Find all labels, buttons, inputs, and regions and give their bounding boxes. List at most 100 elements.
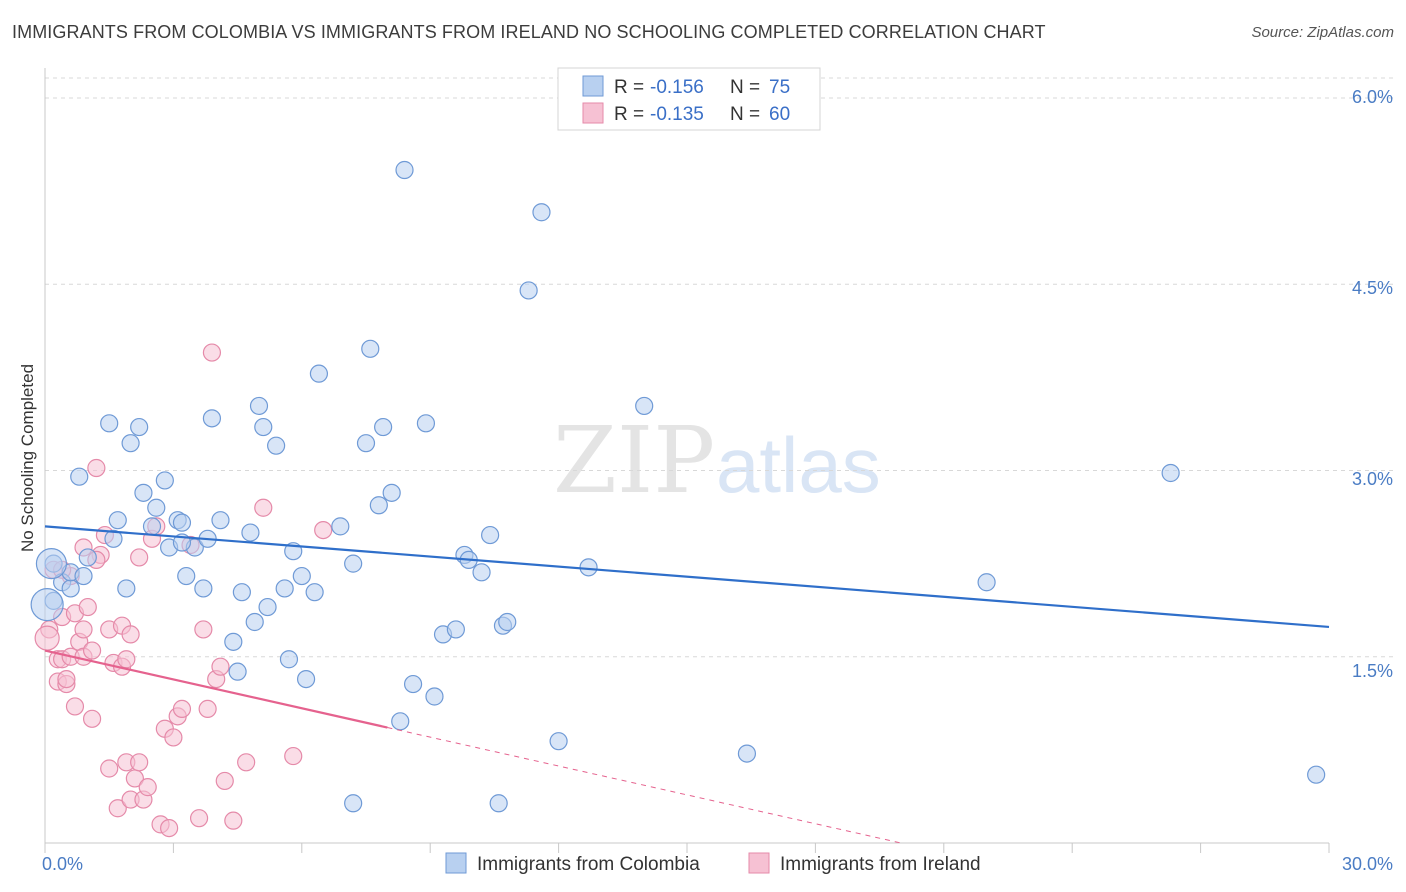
colombia-point — [498, 612, 517, 632]
colombia-point — [100, 414, 119, 433]
colombia-point — [249, 396, 269, 416]
legend-n-label-colombia: N = — [730, 77, 765, 98]
y-axis-label: No Schooling Completed — [18, 364, 37, 552]
legend-n-value-colombia: 75 — [769, 77, 790, 98]
colombia-point — [275, 579, 294, 598]
colombia-point — [70, 467, 89, 486]
colombia-point — [369, 496, 388, 515]
ireland-point — [189, 809, 209, 828]
ireland-point — [194, 620, 213, 639]
ireland-point — [160, 818, 179, 838]
colombia-point — [403, 674, 423, 694]
bottom-legend-label-ireland: Immigrants from Ireland — [780, 854, 981, 875]
axes — [44, 68, 1330, 853]
ireland-point — [130, 548, 149, 567]
colombia-point — [194, 579, 213, 598]
ireland-point — [130, 753, 149, 772]
colombia-point — [425, 687, 444, 706]
colombia-point — [121, 434, 140, 453]
colombia-point — [472, 563, 491, 582]
legend-n-value-ireland: 60 — [769, 104, 790, 125]
colombia-point — [382, 483, 401, 502]
ireland-point — [237, 753, 256, 772]
colombia-point — [446, 620, 465, 639]
colombia-point — [331, 517, 350, 536]
colombia-point — [258, 597, 277, 617]
colombia-point — [977, 573, 996, 592]
chart-title: IMMIGRANTS FROM COLOMBIA VS IMMIGRANTS F… — [12, 22, 1046, 42]
colombia-point — [134, 483, 153, 502]
colombia-point — [532, 203, 551, 222]
colombia-point — [267, 436, 286, 455]
bottom-legend-swatch-colombia — [445, 852, 467, 874]
colombia-point — [356, 434, 376, 453]
y-tick-label-1.5: 1.5% — [1352, 661, 1393, 681]
colombia-point — [489, 794, 508, 813]
ireland-point — [198, 699, 217, 719]
y-tick-label-6.0: 6.0% — [1352, 87, 1393, 107]
ireland-trend-extension — [387, 727, 902, 844]
colombia-point — [211, 511, 230, 530]
colombia-point — [130, 417, 149, 437]
ireland-point-cluster — [34, 625, 60, 651]
colombia-point — [241, 523, 260, 542]
colombia-point — [305, 583, 324, 602]
colombia-point — [374, 417, 393, 437]
ireland-point — [57, 669, 76, 689]
colombia-point — [78, 548, 97, 567]
ireland-point — [138, 778, 157, 797]
colombia-point — [155, 471, 174, 490]
colombia-point — [519, 281, 538, 300]
legend-swatch-ireland — [582, 102, 604, 124]
colombia-point — [74, 566, 93, 586]
colombia-point — [202, 409, 222, 428]
series-legend: Immigrants from Colombia Immigrants from… — [445, 852, 981, 875]
ireland-point — [78, 597, 97, 617]
bottom-legend-label-colombia: Immigrants from Colombia — [477, 854, 700, 875]
ireland-point — [117, 650, 136, 669]
colombia-point — [147, 498, 166, 517]
colombia-point — [391, 712, 410, 731]
colombia-point — [245, 612, 264, 632]
colombia-point — [104, 529, 123, 548]
y-tick-label-3.0: 3.0% — [1352, 469, 1393, 489]
ireland-point — [82, 709, 102, 728]
ireland-point — [74, 620, 93, 639]
trend-lines — [44, 525, 1330, 844]
colombia-point — [228, 662, 247, 681]
colombia-point — [142, 517, 162, 536]
colombia-point — [1307, 765, 1326, 784]
ireland-point — [254, 498, 273, 517]
colombia-point — [117, 579, 136, 598]
legend-swatch-colombia — [582, 75, 604, 97]
ireland-point — [224, 811, 243, 830]
colombia-point-cluster — [30, 587, 64, 622]
colombia-point — [344, 554, 363, 573]
colombia-point — [108, 511, 127, 530]
watermark-atlas: atlas — [716, 421, 881, 509]
ireland-point — [202, 343, 222, 362]
legend-r-value-colombia: -0.156 — [650, 77, 704, 98]
legend-r-value-ireland: -0.135 — [650, 104, 704, 125]
colombia-point — [481, 525, 500, 545]
x-tick-label-min: 0.0% — [42, 854, 83, 874]
colombia-trend-line — [44, 525, 1330, 629]
ireland-point — [82, 641, 102, 660]
colombia-point — [292, 566, 311, 586]
colombia-point — [549, 732, 568, 751]
ireland-point — [215, 771, 234, 791]
ireland-trend-line — [44, 649, 388, 729]
colombia-point — [344, 794, 363, 813]
ireland-point — [100, 759, 119, 778]
chart-source: Source: ZipAtlas.com — [1251, 24, 1394, 41]
x-tick-label-max: 30.0% — [1342, 854, 1393, 874]
watermark-zip: ZIP — [553, 407, 715, 514]
colombia-point-cluster — [35, 548, 68, 580]
colombia-point — [61, 579, 80, 598]
legend-r-label-colombia: R = — [614, 77, 649, 98]
bottom-legend-swatch-ireland — [748, 852, 770, 874]
colombia-point — [737, 744, 757, 763]
colombia-point — [254, 417, 273, 437]
colombia-point — [279, 650, 299, 669]
